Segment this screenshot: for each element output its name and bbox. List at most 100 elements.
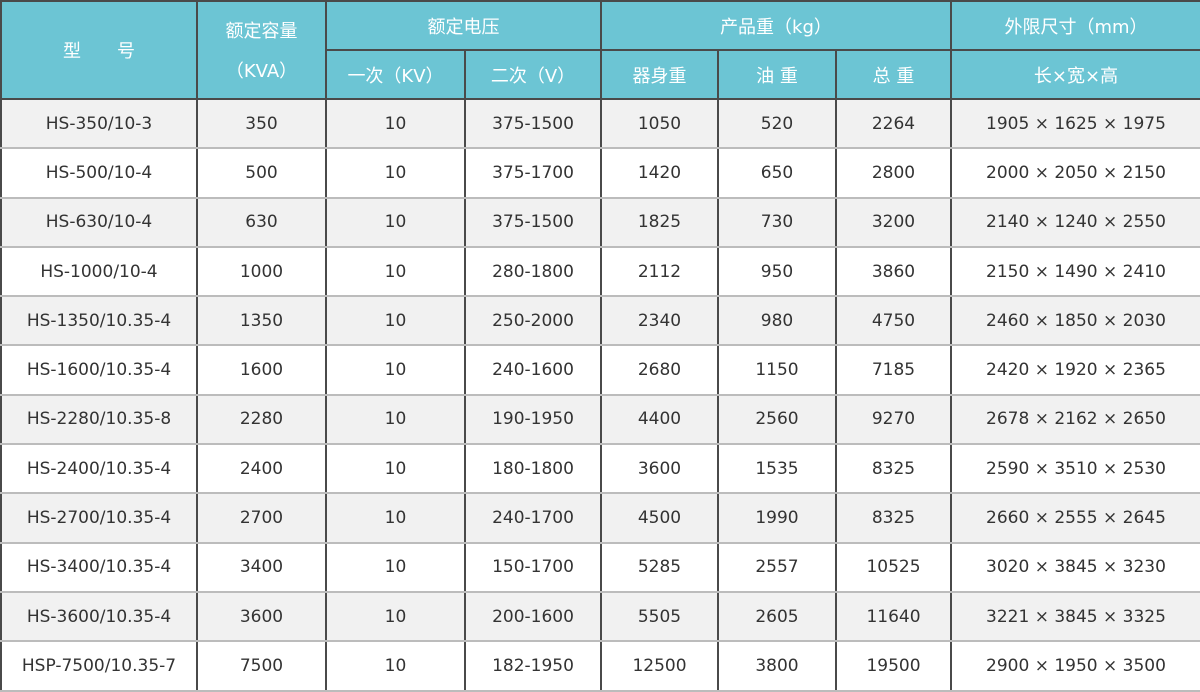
cell-total-weight: 3860 (835, 246, 952, 298)
cell-oil-weight: 2557 (717, 542, 837, 593)
cell-oil-weight: 2560 (717, 394, 837, 446)
header-weight: 产品重（kg） (600, 0, 952, 51)
cell-secondary-voltage: 375-1700 (464, 148, 602, 199)
cell-model: HS-2400/10.35-4 (0, 444, 198, 495)
cell-secondary-voltage: 375-1500 (464, 197, 602, 248)
table-body: HS-350/10-3 350 10 375-1500 1050 520 2264 1905 … (0, 99, 1200, 692)
cell-dimensions: 2460 × 1850 × 2030 (950, 296, 1200, 347)
cell-total-weight: 2264 (835, 99, 952, 150)
cell-capacity: 3400 (196, 542, 327, 593)
cell-oil-weight: 1990 (717, 493, 837, 544)
cell-oil-weight: 650 (717, 148, 837, 199)
cell-dimensions: 2150 × 1490 × 2410 (950, 246, 1200, 298)
cell-total-weight: 8325 (835, 444, 952, 495)
cell-total-weight: 8325 (835, 493, 952, 544)
cell-model: HS-3600/10.35-4 (0, 591, 198, 643)
cell-dimensions: 2420 × 1920 × 2365 (950, 345, 1200, 396)
cell-body-weight: 2340 (600, 296, 719, 347)
cell-oil-weight: 520 (717, 99, 837, 150)
cell-secondary-voltage: 182-1950 (464, 641, 602, 692)
cell-oil-weight: 1150 (717, 345, 837, 396)
cell-total-weight: 10525 (835, 542, 952, 593)
cell-dimensions: 2660 × 2555 × 2645 (950, 493, 1200, 544)
cell-body-weight: 1050 (600, 99, 719, 150)
header-dimensions-sub: 长×宽×高 (950, 49, 1200, 100)
cell-capacity: 1600 (196, 345, 327, 396)
table-row: HS-630/10-4 630 10 375-1500 1825 730 3200 2140 … (0, 197, 1200, 248)
cell-model: HS-630/10-4 (0, 197, 198, 248)
table-row: HS-1350/10.35-4 1350 10 250-2000 2340 980 4750… (0, 296, 1200, 347)
cell-oil-weight: 980 (717, 296, 837, 347)
cell-dimensions: 1905 × 1625 × 1975 (950, 99, 1200, 150)
cell-oil-weight: 730 (717, 197, 837, 248)
table-row: HS-1000/10-4 1000 10 280-1800 2112 950 3860 215… (0, 246, 1200, 298)
cell-model: HS-1600/10.35-4 (0, 345, 198, 396)
table-row: HS-2280/10.35-8 2280 10 190-1950 4400 2560 927… (0, 394, 1200, 446)
cell-primary-voltage: 10 (325, 591, 466, 643)
cell-body-weight: 4500 (600, 493, 719, 544)
cell-total-weight: 11640 (835, 591, 952, 643)
cell-primary-voltage: 10 (325, 542, 466, 593)
cell-capacity: 7500 (196, 641, 327, 692)
header-capacity: 额定容量 （KVA） (196, 0, 327, 100)
cell-secondary-voltage: 240-1600 (464, 345, 602, 396)
cell-primary-voltage: 10 (325, 444, 466, 495)
header-voltage: 额定电压 (325, 0, 602, 51)
cell-primary-voltage: 10 (325, 99, 466, 150)
cell-primary-voltage: 10 (325, 148, 466, 199)
cell-dimensions: 2140 × 1240 × 2550 (950, 197, 1200, 248)
cell-total-weight: 9270 (835, 394, 952, 446)
cell-total-weight: 4750 (835, 296, 952, 347)
cell-secondary-voltage: 375-1500 (464, 99, 602, 150)
cell-secondary-voltage: 280-1800 (464, 246, 602, 298)
cell-capacity: 350 (196, 99, 327, 150)
cell-body-weight: 2680 (600, 345, 719, 396)
cell-total-weight: 7185 (835, 345, 952, 396)
cell-total-weight: 19500 (835, 641, 952, 692)
cell-body-weight: 5285 (600, 542, 719, 593)
table-row: HS-2700/10.35-4 2700 10 240-1700 4500 1990 832… (0, 493, 1200, 544)
cell-secondary-voltage: 180-1800 (464, 444, 602, 495)
table-row: HS-3600/10.35-4 3600 10 200-1600 5505 2605 116… (0, 591, 1200, 643)
cell-model: HS-1000/10-4 (0, 246, 198, 298)
cell-primary-voltage: 10 (325, 296, 466, 347)
cell-secondary-voltage: 150-1700 (464, 542, 602, 593)
cell-body-weight: 12500 (600, 641, 719, 692)
cell-capacity: 630 (196, 197, 327, 248)
cell-capacity: 2280 (196, 394, 327, 446)
cell-primary-voltage: 10 (325, 641, 466, 692)
header-capacity-label: 额定容量 (225, 21, 298, 42)
cell-capacity: 1000 (196, 246, 327, 298)
cell-capacity: 2700 (196, 493, 327, 544)
cell-model: HS-3400/10.35-4 (0, 542, 198, 593)
cell-model: HSP-7500/10.35-7 (0, 641, 198, 692)
header-total-weight: 总 重 (835, 49, 952, 100)
cell-secondary-voltage: 200-1600 (464, 591, 602, 643)
header-dimensions: 外限尺寸（mm） (950, 0, 1200, 51)
header-body-weight: 器身重 (600, 49, 719, 100)
header-oil-weight: 油 重 (717, 49, 837, 100)
cell-body-weight: 3600 (600, 444, 719, 495)
cell-secondary-voltage: 240-1700 (464, 493, 602, 544)
cell-capacity: 1350 (196, 296, 327, 347)
cell-oil-weight: 950 (717, 246, 837, 298)
cell-body-weight: 2112 (600, 246, 719, 298)
table-row: HS-2400/10.35-4 2400 10 180-1800 3600 1535 832… (0, 444, 1200, 495)
table-row: HS-500/10-4 500 10 375-1700 1420 650 2800 2000 … (0, 148, 1200, 199)
cell-primary-voltage: 10 (325, 246, 466, 298)
table-row: HSP-7500/10.35-7 7500 10 182-1950 12500 3800 1… (0, 641, 1200, 692)
cell-dimensions: 3221 × 3845 × 3325 (950, 591, 1200, 643)
cell-dimensions: 2678 × 2162 × 2650 (950, 394, 1200, 446)
cell-dimensions: 2590 × 3510 × 2530 (950, 444, 1200, 495)
table-row: HS-1600/10.35-4 1600 10 240-1600 2680 1150 718… (0, 345, 1200, 396)
table-row: HS-3400/10.35-4 3400 10 150-1700 5285 2557 105… (0, 542, 1200, 593)
cell-capacity: 2400 (196, 444, 327, 495)
cell-model: HS-2280/10.35-8 (0, 394, 198, 446)
cell-model: HS-350/10-3 (0, 99, 198, 150)
cell-secondary-voltage: 250-2000 (464, 296, 602, 347)
table-row: HS-350/10-3 350 10 375-1500 1050 520 2264 1905 … (0, 99, 1200, 150)
cell-primary-voltage: 10 (325, 345, 466, 396)
header-secondary: 二次（V） (464, 49, 602, 100)
cell-dimensions: 2000 × 2050 × 2150 (950, 148, 1200, 199)
